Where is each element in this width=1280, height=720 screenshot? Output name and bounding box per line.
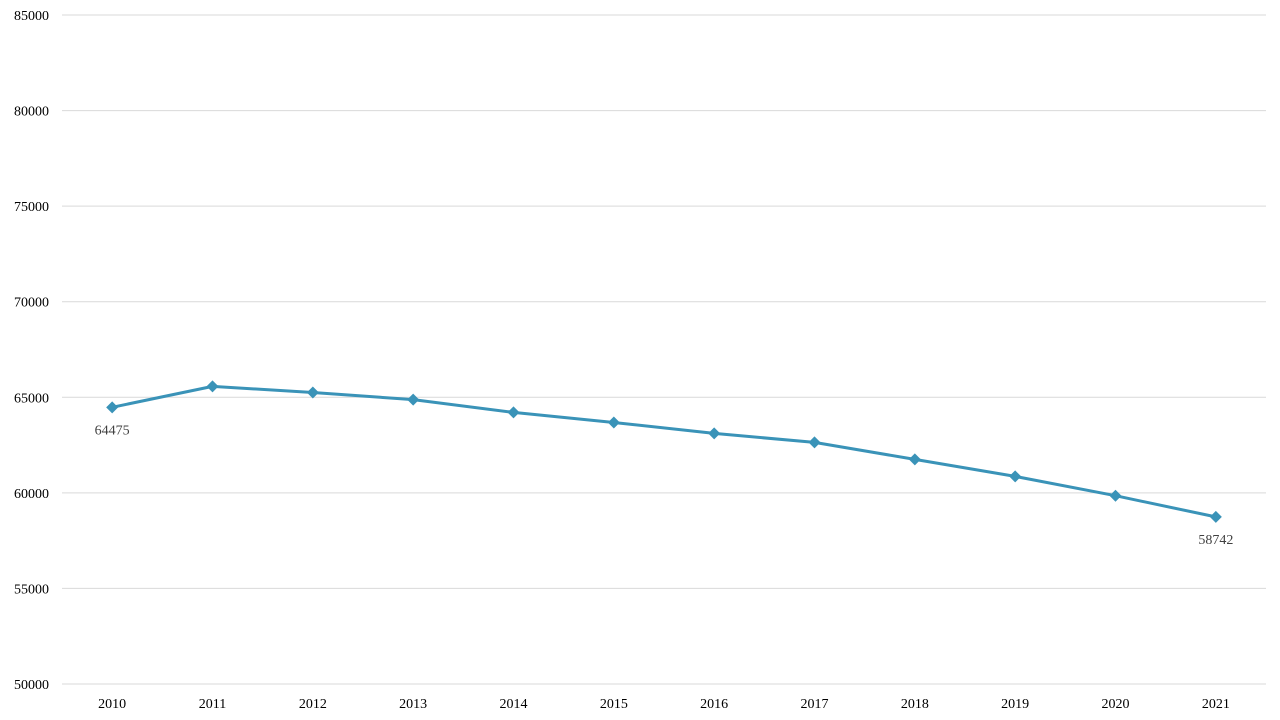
data-label: 58742	[1198, 533, 1233, 548]
data-point[interactable]	[1209, 510, 1222, 523]
data-point[interactable]	[106, 401, 119, 414]
x-tick-label: 2018	[901, 697, 929, 712]
data-point[interactable]	[206, 380, 219, 393]
x-axis-ticks: 2010 2011 2012 2013 2014 2015 2016 2017 2018 2019…	[98, 697, 1230, 712]
y-tick-label: 60000	[14, 487, 49, 502]
x-tick-label: 2019	[1001, 697, 1029, 712]
y-tick-label: 55000	[14, 582, 49, 597]
data-point[interactable]	[908, 453, 921, 466]
data-point[interactable]	[808, 436, 821, 449]
x-tick-label: 2015	[600, 697, 628, 712]
data-point[interactable]	[306, 386, 319, 399]
x-tick-label: 2017	[801, 697, 829, 712]
data-point[interactable]	[708, 427, 721, 440]
y-tick-label: 80000	[14, 105, 49, 120]
data-point[interactable]	[407, 393, 420, 406]
x-tick-label: 2016	[700, 697, 728, 712]
x-tick-label: 2012	[299, 697, 327, 712]
y-tick-label: 70000	[14, 296, 49, 311]
x-tick-label: 2011	[199, 697, 226, 712]
data-label: 64475	[95, 423, 130, 438]
y-tick-label: 75000	[14, 200, 49, 215]
x-tick-label: 2021	[1202, 697, 1230, 712]
data-point[interactable]	[1009, 470, 1022, 483]
y-tick-label: 65000	[14, 391, 49, 406]
x-tick-label: 2013	[399, 697, 427, 712]
data-labels: 64475 58742	[95, 423, 1234, 548]
x-tick-label: 2014	[500, 697, 528, 712]
x-tick-label: 2010	[98, 697, 126, 712]
series-1	[106, 380, 1222, 523]
y-axis-ticks: 50000 55000 60000 65000 70000 75000 80000 85000	[14, 9, 49, 693]
data-point[interactable]	[607, 416, 620, 429]
x-tick-label: 2020	[1102, 697, 1130, 712]
gridlines	[62, 14, 1266, 685]
y-tick-label: 50000	[14, 678, 49, 693]
series-line	[110, 384, 1218, 519]
data-point[interactable]	[507, 406, 520, 419]
data-point[interactable]	[1109, 489, 1122, 502]
y-tick-label: 85000	[14, 9, 49, 24]
